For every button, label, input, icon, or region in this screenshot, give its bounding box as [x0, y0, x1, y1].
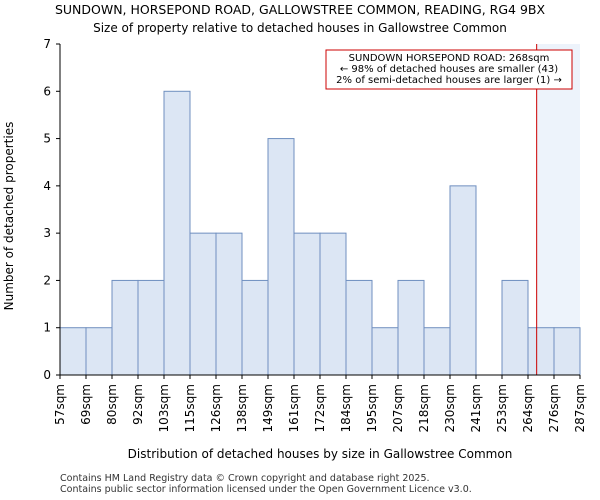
x-tick-label: 149sqm: [261, 384, 275, 432]
y-tick-label: 4: [43, 179, 51, 193]
x-tick-label: 138sqm: [235, 384, 249, 432]
bar: [397, 279, 425, 376]
x-tick-label: 207sqm: [391, 384, 405, 432]
x-tick-label: 92sqm: [131, 384, 145, 425]
y-tick-label: 5: [43, 132, 51, 146]
bar: [111, 279, 139, 376]
chart-title: SUNDOWN, HORSEPOND ROAD, GALLOWSTREE COM…: [55, 2, 546, 17]
axes-layer: 0 1 2 3 4 5 6 7 57sqm 69sqm 80sqm 92sqm 103sqm 115sqm…: [43, 37, 587, 432]
y-tick-label: 0: [43, 368, 51, 382]
x-tick-label: 69sqm: [79, 384, 93, 425]
bar: [215, 232, 243, 376]
bar: [137, 279, 165, 376]
x-tick-label: 287sqm: [573, 384, 587, 432]
bar: [59, 327, 87, 376]
x-tick-label: 57sqm: [53, 384, 67, 425]
x-tick-label: 230sqm: [443, 384, 457, 432]
highlight-region: [536, 44, 580, 375]
bar: [189, 232, 217, 376]
annotation-box: SUNDOWN HORSEPOND ROAD: 268sqm ← 98% of …: [325, 49, 573, 90]
y-axis-label: Number of detached properties: [2, 122, 16, 311]
x-tick-label: 161sqm: [287, 384, 301, 432]
x-tick-label: 103sqm: [157, 384, 171, 432]
annotation-box-frame: [325, 49, 573, 90]
x-tick-label: 241sqm: [469, 384, 483, 432]
bar: [163, 90, 191, 376]
bars-layer: [59, 90, 581, 376]
x-axis-label: Distribution of detached houses by size …: [128, 447, 513, 461]
y-tick-label: 7: [43, 37, 51, 51]
bar: [501, 279, 529, 376]
x-tick-label: 218sqm: [417, 384, 431, 432]
x-tick-label: 115sqm: [183, 384, 197, 432]
y-tick-label: 6: [43, 84, 51, 98]
bar: [267, 138, 295, 376]
bar: [319, 232, 347, 376]
y-tick-label: 2: [43, 273, 51, 287]
bar: [423, 327, 451, 376]
bar: [553, 327, 581, 376]
bar: [449, 185, 477, 376]
x-tick-label: 276sqm: [547, 384, 561, 432]
x-tick-label: 264sqm: [521, 384, 535, 432]
x-tick-label: 195sqm: [365, 384, 379, 432]
x-tick-label: 126sqm: [209, 384, 223, 432]
chart-subtitle: Size of property relative to detached ho…: [93, 21, 507, 35]
x-tick-label: 172sqm: [313, 384, 327, 432]
bar: [85, 327, 113, 376]
footer-licence: Contains public sector information licen…: [60, 484, 472, 495]
bar: [293, 232, 321, 376]
y-tick-label: 3: [43, 226, 51, 240]
bar: [241, 279, 269, 376]
annotation-line-1: SUNDOWN HORSEPOND ROAD: 268sqm: [349, 53, 550, 64]
footer-copyright: Contains HM Land Registry data © Crown c…: [60, 473, 430, 484]
x-tick-label: 80sqm: [105, 384, 119, 425]
bar: [345, 279, 373, 376]
y-tick-label: 1: [43, 321, 51, 335]
annotation-line-3: 2% of semi-detached houses are larger (1…: [336, 75, 562, 86]
annotation-line-2: ← 98% of detached houses are smaller (43…: [340, 64, 558, 75]
bar: [527, 327, 555, 376]
bar: [371, 327, 399, 376]
x-tick-label: 184sqm: [339, 384, 353, 432]
x-tick-label: 253sqm: [495, 384, 509, 432]
